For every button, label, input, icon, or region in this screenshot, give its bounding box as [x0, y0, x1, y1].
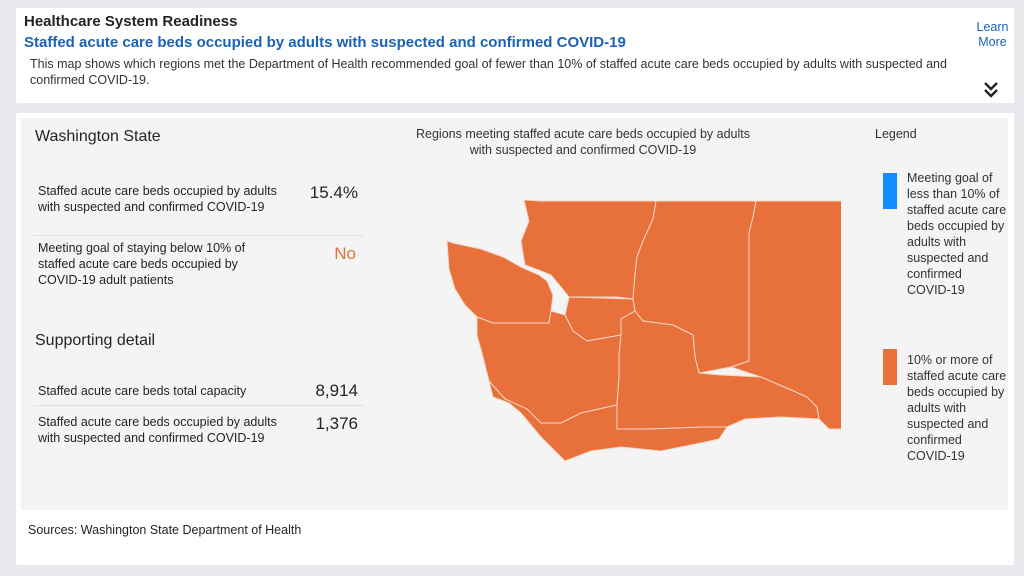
occupied-count-row: Staffed acute care beds occupied by adul… — [34, 414, 364, 466]
capacity-row: Staffed acute care beds total capacity 8… — [34, 381, 364, 406]
row-label: Staffed acute care beds total capacity — [38, 384, 247, 398]
legend-title: Legend — [875, 127, 917, 141]
state-section-title: Washington State — [35, 128, 161, 145]
occupied-count-value: 1,376 — [315, 414, 358, 433]
row-label: Staffed acute care beds occupied by adul… — [38, 415, 277, 445]
row-label: Meeting goal of staying below 10% of sta… — [38, 241, 246, 287]
legend-label-not-meeting-goal: 10% or more of staffed acute care beds o… — [907, 353, 1007, 463]
region-olympic[interactable] — [446, 240, 554, 324]
legend-swatch-meeting-goal — [883, 173, 897, 209]
supporting-section-title: Supporting detail — [35, 332, 156, 349]
goal-status-value: No — [334, 244, 356, 263]
capacity-value: 8,914 — [315, 381, 358, 400]
learn-more-link[interactable]: Learn More — [976, 20, 1009, 49]
washington-region-map — [446, 199, 841, 462]
page-description: This map shows which regions met the Dep… — [30, 57, 947, 87]
map-title: Regions meeting staffed acute care beds … — [415, 127, 750, 157]
row-label: Staffed acute care beds occupied by adul… — [38, 184, 277, 214]
goal-status-row: Meeting goal of staying below 10% of sta… — [34, 236, 364, 292]
page-subtitle: Staffed acute care beds occupied by adul… — [24, 34, 626, 51]
legend-swatch-not-meeting-goal — [883, 349, 897, 385]
content-panel: Washington State Staffed acute care beds… — [21, 118, 1008, 510]
region-lower-columbia[interactable] — [488, 380, 728, 462]
main-card: Washington State Staffed acute care beds… — [16, 113, 1014, 565]
region-east[interactable] — [729, 200, 841, 430]
occupied-percent-row: Staffed acute care beds occupied by adul… — [34, 183, 364, 236]
legend-label-meeting-goal: Meeting goal of less than 10% of staffed… — [907, 171, 1007, 297]
sources-note: Sources: Washington State Department of … — [28, 523, 302, 537]
header-card: Healthcare System Readiness Staffed acut… — [16, 8, 1014, 103]
occupied-percent-value: 15.4% — [309, 183, 358, 202]
double-chevron-down-icon[interactable] — [980, 78, 1002, 100]
page-title: Healthcare System Readiness — [24, 13, 238, 30]
